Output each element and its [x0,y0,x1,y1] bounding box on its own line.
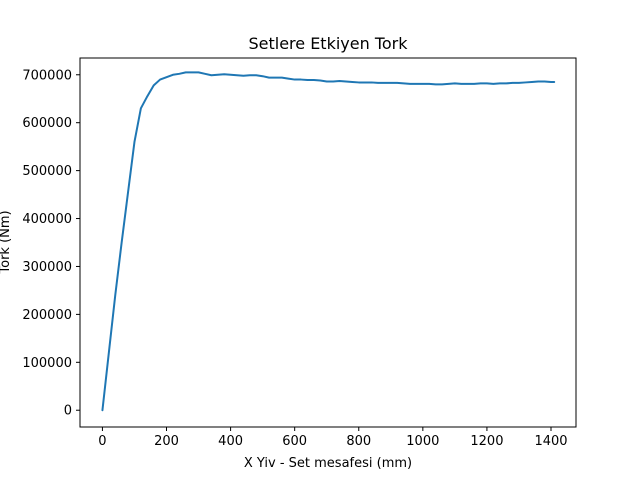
x-tick-label: 0 [98,434,106,449]
x-axis-label: X Yiv - Set mesafesi (mm) [244,456,412,471]
x-tick-label: 600 [282,434,307,449]
y-axis-ticks: 0 100000 200000 300000 400000 500000 600000 700… [22,68,80,419]
x-axis-ticks: 0 200 400 600 800 1000 1200 1400 [98,427,568,449]
x-tick-label: 1400 [534,434,567,449]
x-tick-label: 1200 [470,434,503,449]
y-tick-label: 600000 [22,116,72,131]
y-tick-label: 0 [64,404,72,419]
chart-title: Setlere Etkiyen Tork [248,34,408,53]
y-tick-label: 500000 [22,164,72,179]
x-tick-label: 400 [218,434,243,449]
y-tick-label: 300000 [22,260,72,275]
y-tick-label: 700000 [22,68,72,83]
plot-frame [79,57,577,428]
y-tick-label: 400000 [22,212,72,227]
x-tick-label: 200 [154,434,179,449]
y-axis-label: Tork (Nm) [0,210,13,274]
x-tick-label: 1000 [406,434,439,449]
x-tick-label: 800 [346,434,371,449]
series-layer [101,71,556,412]
y-tick-label: 200000 [22,308,72,323]
series-line [101,71,556,412]
y-tick-label: 100000 [22,356,72,371]
